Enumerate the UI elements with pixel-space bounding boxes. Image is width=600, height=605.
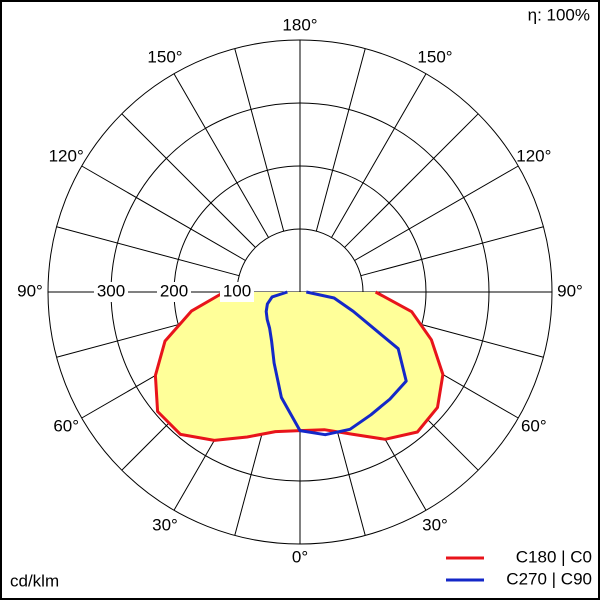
- spoke: [234, 48, 285, 232]
- spoke: [344, 113, 479, 248]
- tick-label-bg: [220, 282, 254, 302]
- legend-label: C270 | C90: [506, 569, 592, 588]
- legend-label: C180 | C0: [516, 547, 592, 566]
- angle-label: 150°: [417, 48, 452, 67]
- angle-label: 150°: [147, 48, 182, 67]
- spoke: [56, 226, 240, 277]
- angle-label: 60°: [521, 416, 547, 435]
- tick-label-bg: [157, 282, 191, 302]
- unit-label: cd/klm: [10, 571, 59, 590]
- angle-label: 90°: [557, 281, 583, 300]
- spoke: [315, 48, 366, 232]
- spoke: [331, 73, 427, 238]
- efficiency-label: η: 100%: [528, 5, 590, 24]
- spoke: [173, 73, 269, 238]
- angle-label: 120°: [49, 146, 84, 165]
- angle-label: 90°: [17, 281, 43, 300]
- labels: 100 200 300 0° 30° 30° 60° 60° 90° 90° 120° 120° 150…: [17, 15, 592, 588]
- angle-label: 120°: [516, 146, 551, 165]
- spoke: [360, 226, 544, 277]
- spoke: [121, 113, 256, 248]
- r-tick-label: 100: [223, 281, 251, 300]
- angle-label: 180°: [282, 15, 317, 34]
- spoke: [354, 165, 519, 261]
- intensity-curve: [264, 290, 408, 437]
- spoke: [81, 165, 246, 261]
- angle-label: 30°: [422, 515, 448, 534]
- angle-label: 30°: [152, 515, 178, 534]
- r-tick-label: 200: [160, 281, 188, 300]
- r-tick-label: 300: [97, 281, 125, 300]
- intensity-curve: [153, 290, 445, 442]
- angle-label: 60°: [53, 416, 79, 435]
- angle-label: 0°: [292, 547, 308, 566]
- tick-label-bg: [94, 282, 128, 302]
- curves: [153, 290, 445, 442]
